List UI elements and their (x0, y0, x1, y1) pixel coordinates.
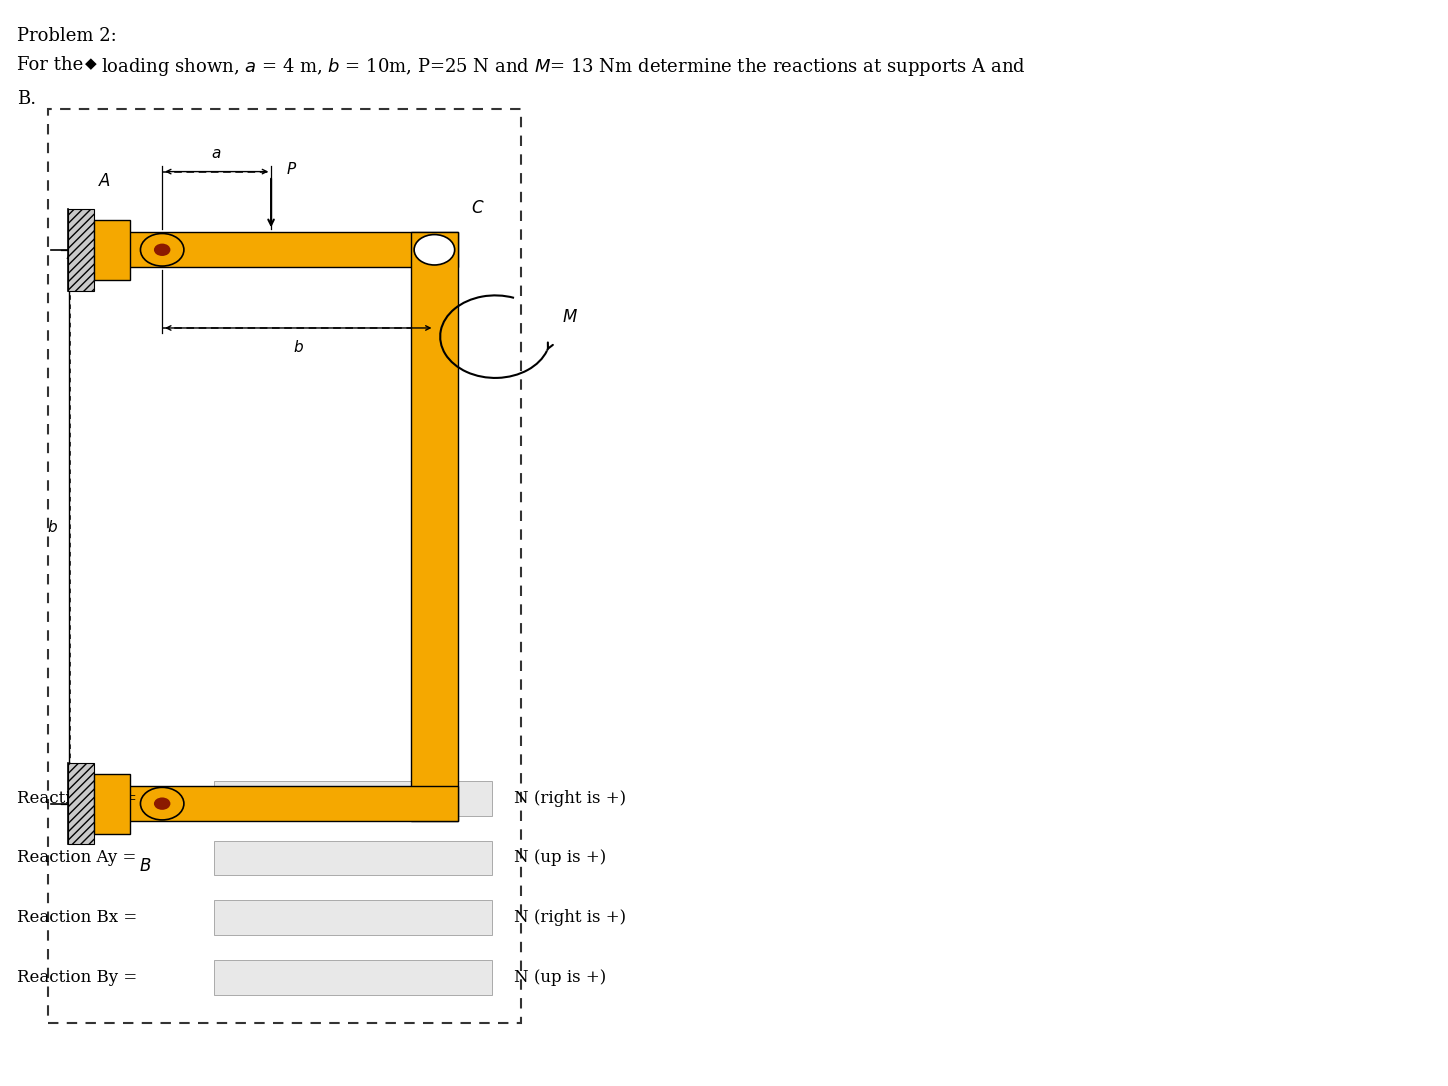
Circle shape (140, 233, 184, 266)
Text: $A$: $A$ (97, 173, 111, 190)
Text: Reaction Bx =: Reaction Bx = (17, 909, 138, 926)
Polygon shape (68, 209, 94, 290)
Text: $a$: $a$ (211, 147, 222, 161)
Polygon shape (68, 762, 94, 845)
Text: N (up is +): N (up is +) (514, 969, 607, 986)
FancyBboxPatch shape (214, 960, 492, 995)
Text: $b$: $b$ (46, 519, 58, 534)
Polygon shape (94, 219, 130, 279)
Text: B.: B. (17, 90, 36, 109)
Text: N (right is +): N (right is +) (514, 790, 626, 807)
Text: Reaction By =: Reaction By = (17, 969, 138, 986)
Text: $C$: $C$ (471, 200, 484, 217)
Text: $P$: $P$ (285, 162, 297, 177)
FancyBboxPatch shape (214, 781, 492, 816)
Text: For the: For the (17, 56, 90, 75)
Text: $b$: $b$ (292, 339, 304, 355)
Circle shape (153, 797, 171, 810)
Circle shape (153, 243, 171, 256)
Text: Reaction Ay =: Reaction Ay = (17, 849, 136, 867)
Text: N (right is +): N (right is +) (514, 909, 626, 926)
Polygon shape (123, 786, 458, 821)
Circle shape (140, 787, 184, 820)
FancyBboxPatch shape (214, 841, 492, 875)
Text: Reaction Ax =: Reaction Ax = (17, 790, 138, 807)
FancyBboxPatch shape (214, 900, 492, 935)
Text: $B$: $B$ (139, 858, 151, 875)
Text: loading shown, $a$ = 4 m, $b$ = 10m, P=25 N and $M$= 13 Nm determine the reactio: loading shown, $a$ = 4 m, $b$ = 10m, P=2… (101, 56, 1027, 78)
Text: $M$: $M$ (562, 308, 578, 326)
Circle shape (414, 235, 455, 265)
Polygon shape (123, 232, 458, 267)
Text: Problem 2:: Problem 2: (17, 27, 117, 46)
Text: ◆: ◆ (85, 56, 97, 72)
Polygon shape (94, 773, 130, 834)
Polygon shape (411, 232, 458, 821)
Text: N (up is +): N (up is +) (514, 849, 607, 867)
